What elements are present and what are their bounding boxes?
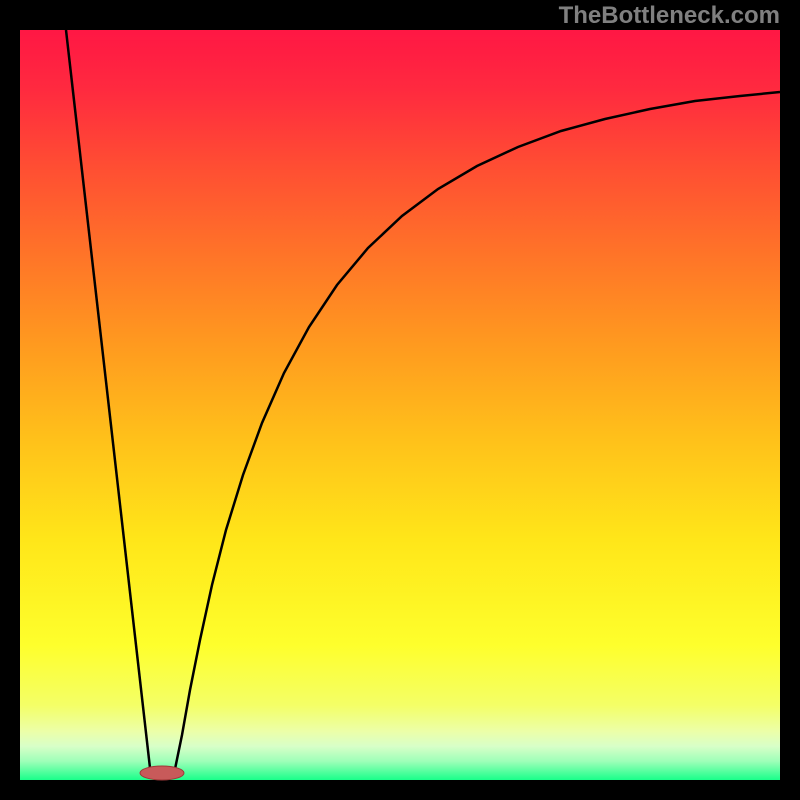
minimum-marker [140,766,184,780]
left-v-line [66,30,150,768]
right-v-curve [175,92,780,769]
watermark-text: TheBottleneck.com [559,2,780,30]
chart-container: TheBottleneck.com [0,0,800,800]
curves-layer [0,0,800,800]
